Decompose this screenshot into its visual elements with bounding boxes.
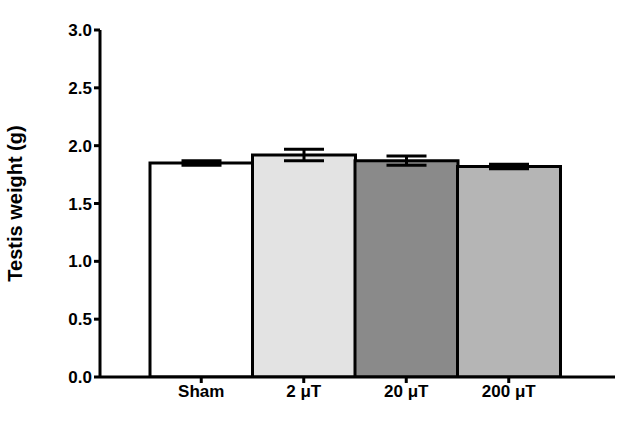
- svg-text:3.0: 3.0: [68, 21, 92, 40]
- svg-text:20 μT: 20 μT: [384, 382, 429, 401]
- svg-text:2.0: 2.0: [68, 137, 92, 156]
- svg-text:1.0: 1.0: [68, 252, 92, 271]
- svg-text:Testis weight (g): Testis weight (g): [8, 125, 26, 281]
- svg-text:200 μT: 200 μT: [482, 382, 536, 401]
- svg-text:2.5: 2.5: [68, 79, 92, 98]
- svg-text:0.0: 0.0: [68, 368, 92, 387]
- svg-text:Sham: Sham: [178, 382, 224, 401]
- svg-text:0.5: 0.5: [68, 310, 92, 329]
- svg-text:1.5: 1.5: [68, 195, 92, 214]
- svg-text:2 μT: 2 μT: [286, 382, 322, 401]
